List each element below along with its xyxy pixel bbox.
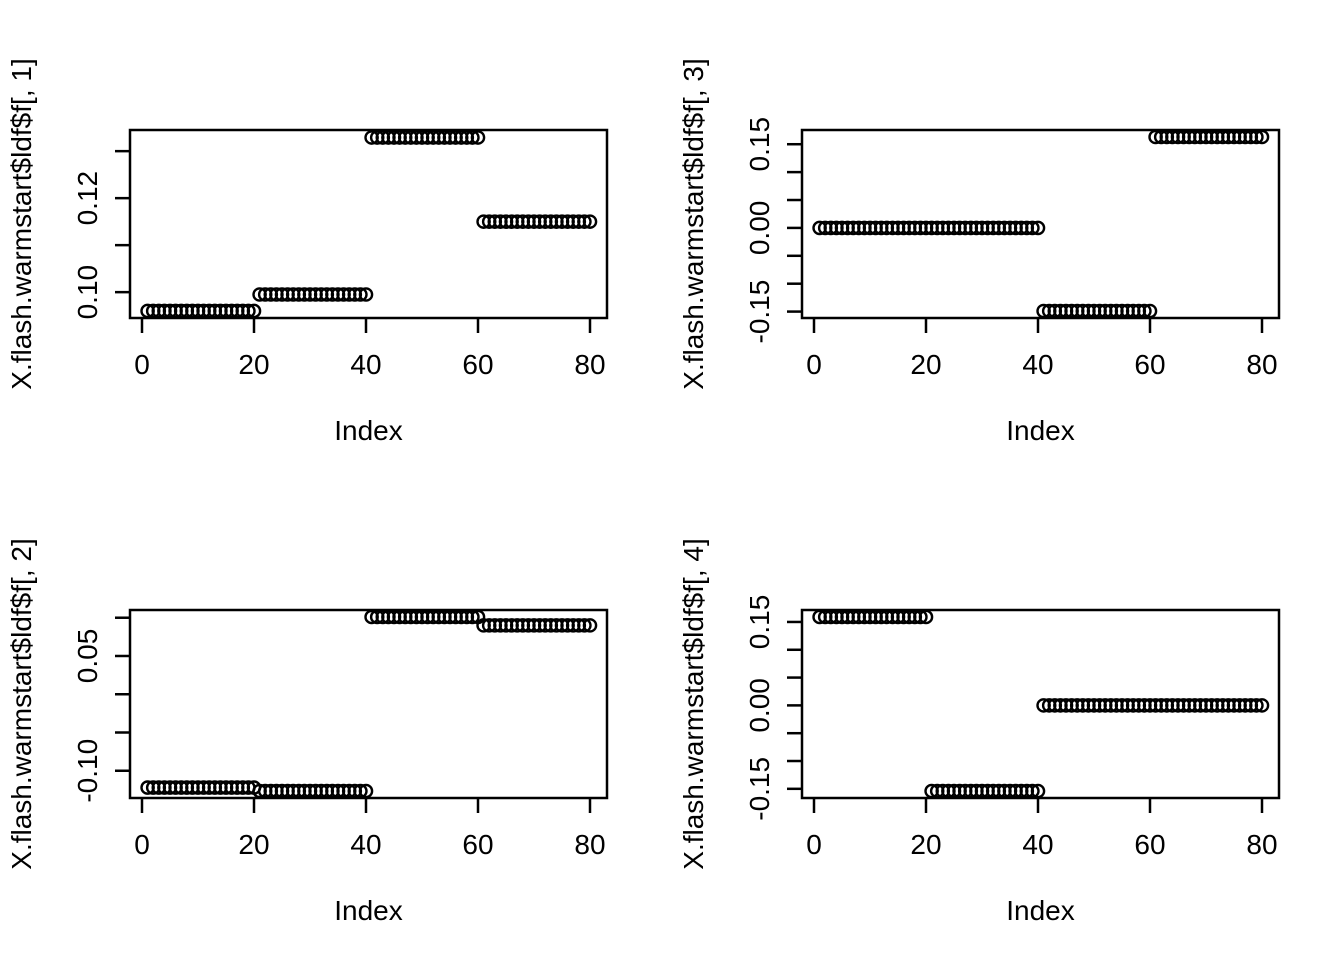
x-tick-label: 80 — [1246, 349, 1277, 380]
data-point — [1249, 129, 1264, 145]
x-tick-label: 80 — [574, 349, 605, 380]
y-tick-label: 0.00 — [744, 678, 775, 733]
data-point — [465, 130, 480, 145]
x-tick-label: 0 — [806, 349, 822, 380]
y-tick-label: 0.15 — [744, 595, 775, 650]
x-tick-label: 20 — [910, 349, 941, 380]
data-point — [1025, 783, 1040, 799]
x-tick-label: 80 — [574, 829, 605, 860]
y-tick-label: 0.15 — [744, 117, 775, 172]
y-tick-label: -0.15 — [744, 757, 775, 821]
data-point — [913, 609, 928, 625]
x-tick-label: 20 — [910, 829, 941, 860]
y-tick-label: 0.00 — [744, 201, 775, 256]
plot-box — [128, 608, 609, 800]
x-tick-label: 80 — [1246, 829, 1277, 860]
data-point — [465, 609, 480, 625]
y-tick-label: 0.10 — [72, 265, 103, 320]
x-axis-title: Index — [1006, 895, 1075, 926]
y-tick-label: 0.12 — [72, 171, 103, 226]
data-point — [582, 214, 598, 229]
x-tick-label: 0 — [134, 349, 150, 380]
plot-box — [128, 128, 609, 320]
y-axis-title: X.flash.warmstart$ldf$f[, 2] — [6, 538, 37, 869]
x-axis-title: Index — [334, 895, 403, 926]
data-point — [358, 783, 374, 799]
x-tick-label: 0 — [134, 829, 150, 860]
data-point — [358, 287, 374, 302]
x-axis-title: Index — [1006, 415, 1075, 446]
data-point — [1030, 783, 1046, 799]
y-axis-title: X.flash.warmstart$ldf$f[, 4] — [678, 538, 709, 869]
data-point — [1137, 303, 1152, 319]
x-tick-label: 40 — [1022, 349, 1053, 380]
x-tick-label: 40 — [350, 349, 381, 380]
data-point — [1030, 220, 1046, 236]
x-tick-label: 60 — [462, 349, 493, 380]
y-axis-title: X.flash.warmstart$ldf$f[, 3] — [678, 58, 709, 389]
x-tick-label: 20 — [238, 829, 269, 860]
data-point — [241, 303, 256, 319]
x-tick-label: 60 — [1134, 349, 1165, 380]
plot-box — [800, 128, 1281, 320]
y-tick-label: 0.05 — [72, 629, 103, 684]
x-tick-label: 20 — [238, 349, 269, 380]
data-point — [246, 303, 262, 319]
x-tick-label: 40 — [1022, 829, 1053, 860]
data-point — [1254, 698, 1270, 713]
panel-2: 0.15 0.00 -0.15 0 20 40 60 80 Index X.flash.warms… — [678, 58, 1281, 446]
plot-box — [800, 608, 1281, 800]
data-point — [1142, 303, 1158, 319]
x-tick-label: 60 — [1134, 829, 1165, 860]
data-point — [353, 783, 368, 799]
data-point — [577, 214, 592, 229]
y-tick-label: -0.15 — [744, 280, 775, 344]
data-point — [353, 287, 368, 302]
x-tick-label: 0 — [806, 829, 822, 860]
x-tick-label: 60 — [462, 829, 493, 860]
data-point — [1249, 698, 1264, 713]
data-point — [918, 609, 934, 625]
panel-4: 0.15 0.00 -0.15 0 20 40 60 80 Index X.flash.warms… — [678, 538, 1281, 926]
data-point — [470, 130, 486, 145]
y-axis-title: X.flash.warmstart$ldf$f[, 1] — [6, 58, 37, 389]
x-tick-label: 40 — [350, 829, 381, 860]
x-axis-title: Index — [334, 415, 403, 446]
data-point — [577, 618, 592, 633]
data-point — [582, 618, 598, 633]
y-tick-label: -0.10 — [72, 739, 103, 803]
panel-3: 0.05 -0.10 0 20 40 60 80 Index X.flash.warmstart… — [6, 538, 609, 926]
panel-1: 0.12 0.10 0 20 40 60 80 Index X.flash.warmstart$… — [6, 58, 609, 446]
data-point — [1254, 129, 1270, 145]
data-point — [1025, 220, 1040, 236]
